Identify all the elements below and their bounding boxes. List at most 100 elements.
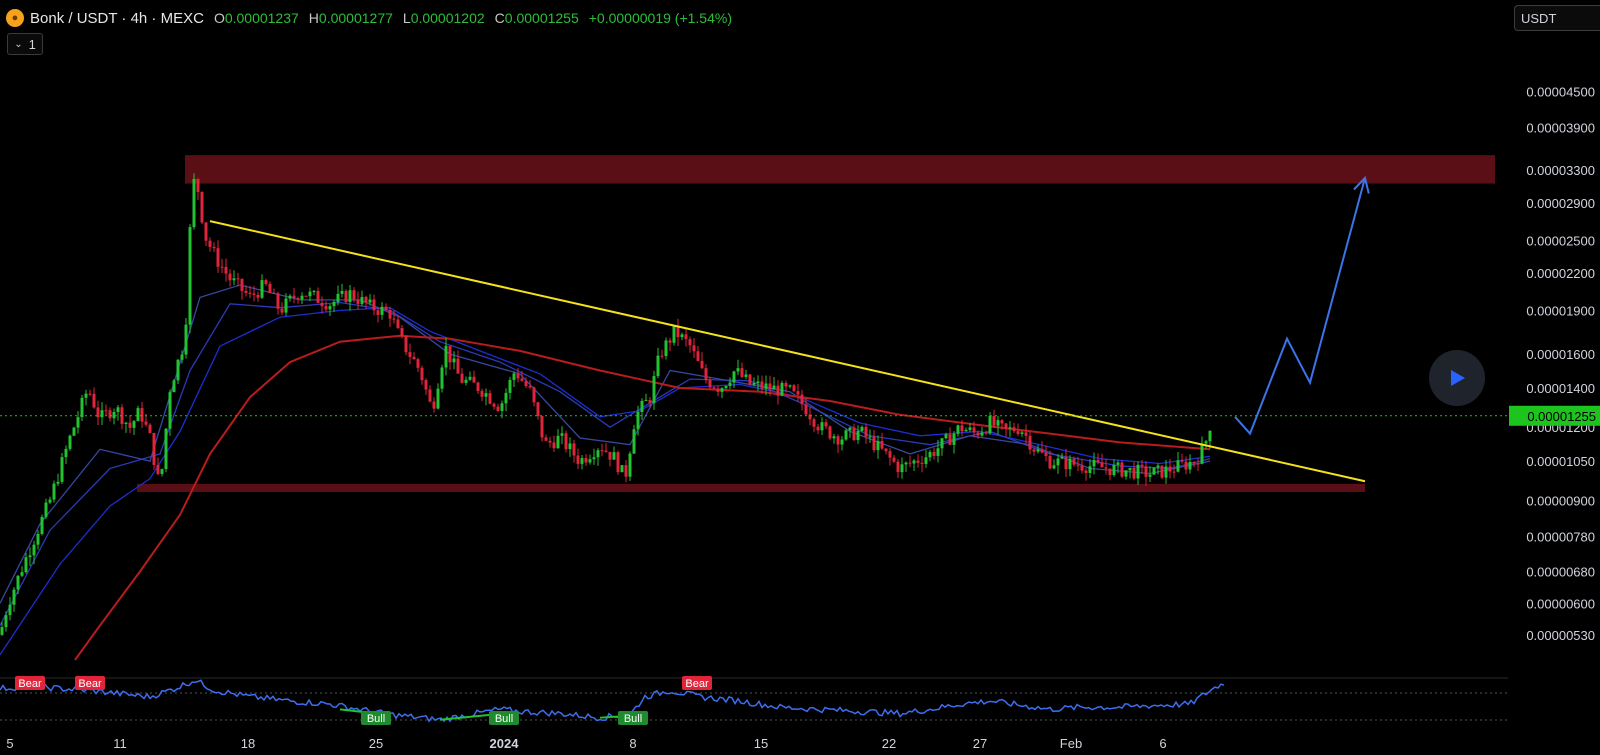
- candle-body: [320, 302, 324, 307]
- bear-badge-label: Bear: [18, 678, 42, 690]
- candle-body: [260, 280, 264, 298]
- candle-body: [60, 457, 64, 482]
- resistance-zone: [185, 155, 1495, 184]
- play-button[interactable]: [1429, 350, 1485, 406]
- candle-body: [852, 427, 856, 441]
- candle-body: [360, 296, 364, 304]
- candle-body: [464, 379, 468, 383]
- candle-body: [704, 368, 708, 381]
- candle-body: [700, 360, 704, 369]
- candle-body: [1008, 427, 1012, 429]
- candle-body: [136, 408, 140, 422]
- candle-body: [456, 358, 460, 374]
- candle-body: [596, 450, 600, 458]
- candle-body: [616, 452, 620, 473]
- candle-body: [868, 436, 872, 438]
- indicators-toggle-button[interactable]: ⌄ 1: [7, 33, 43, 55]
- candle-body: [416, 359, 420, 368]
- close-value: 0.00001255: [504, 10, 579, 26]
- y-tick-label: 0.00000600: [1526, 596, 1595, 611]
- candle-body: [172, 380, 176, 393]
- candle-body: [92, 393, 96, 408]
- candle-body: [72, 427, 76, 436]
- candle-body: [236, 278, 240, 280]
- candle-body: [712, 387, 716, 389]
- candle-body: [676, 326, 680, 338]
- currency-selector[interactable]: USDT: [1514, 5, 1600, 31]
- candle-body: [1004, 423, 1008, 429]
- candle-body: [808, 414, 812, 420]
- candle-body: [952, 433, 956, 445]
- candle-body: [692, 345, 696, 352]
- candle-body: [776, 385, 780, 396]
- candle-body: [80, 397, 84, 418]
- candle-body: [1100, 462, 1104, 468]
- candle-body: [1164, 466, 1168, 478]
- candle-body: [1032, 449, 1036, 452]
- candle-body: [1060, 456, 1064, 459]
- candle-body: [8, 604, 12, 616]
- candle-body: [1176, 460, 1180, 472]
- candle-body: [488, 393, 492, 404]
- candle-body: [124, 422, 128, 424]
- candle-body: [580, 458, 584, 464]
- candle-body: [860, 426, 864, 431]
- candle-body: [736, 368, 740, 372]
- candle-body: [680, 334, 684, 338]
- candle-body: [884, 448, 888, 452]
- candle-body: [232, 278, 236, 281]
- candle-body: [804, 404, 808, 415]
- candle-body: [140, 408, 144, 422]
- candle-body: [400, 328, 404, 336]
- candle-body: [212, 246, 216, 249]
- candle-body: [328, 306, 332, 310]
- candle-body: [1168, 466, 1172, 472]
- candle-body: [688, 339, 692, 346]
- candle-body: [12, 589, 16, 605]
- candle-body: [756, 381, 760, 384]
- bull-badge: [618, 711, 648, 725]
- support-zone: [137, 483, 1365, 492]
- candle-body: [116, 407, 120, 413]
- y-tick-label: 0.00000680: [1526, 564, 1595, 579]
- y-tick-label: 0.00003900: [1526, 121, 1595, 136]
- candle-body: [904, 462, 908, 465]
- candle-body: [932, 452, 936, 456]
- x-tick-label: 27: [973, 736, 987, 751]
- candle-body: [936, 448, 940, 456]
- low-label: L: [402, 10, 411, 26]
- candle-body: [684, 334, 688, 340]
- candle-body: [564, 433, 568, 450]
- candle-body: [292, 295, 296, 299]
- candle-body: [272, 293, 276, 295]
- candle-body: [228, 273, 232, 281]
- ohlc-values: O0.00001237 H0.00001277 L0.00001202 C0.0…: [214, 10, 579, 26]
- candle-body: [568, 443, 572, 450]
- y-tick-label: 0.00000780: [1526, 530, 1595, 545]
- symbol-title[interactable]: Bonk / USDT · 4h · MEXC: [30, 9, 204, 27]
- candle-body: [724, 385, 728, 389]
- candle-body: [268, 283, 272, 294]
- candle-body: [252, 293, 256, 295]
- bear-badge: [75, 676, 105, 690]
- candle-body: [552, 442, 556, 449]
- candle-body: [340, 290, 344, 294]
- candle-body: [660, 355, 664, 357]
- candle-body: [324, 306, 328, 310]
- candle-body: [192, 178, 196, 228]
- candle-body: [1000, 420, 1004, 424]
- chevron-down-icon: ⌄: [14, 38, 23, 50]
- candle-body: [1188, 461, 1192, 470]
- candle-body: [1180, 460, 1184, 462]
- candle-body: [404, 335, 408, 353]
- candle-body: [52, 483, 56, 500]
- candle-body: [420, 367, 424, 381]
- candle-body: [896, 461, 900, 473]
- candle-body: [824, 422, 828, 427]
- candle-body: [888, 451, 892, 458]
- candle-body: [1128, 467, 1132, 471]
- candle-body: [312, 290, 316, 292]
- candle-body: [672, 326, 676, 343]
- candle-body: [1080, 465, 1084, 471]
